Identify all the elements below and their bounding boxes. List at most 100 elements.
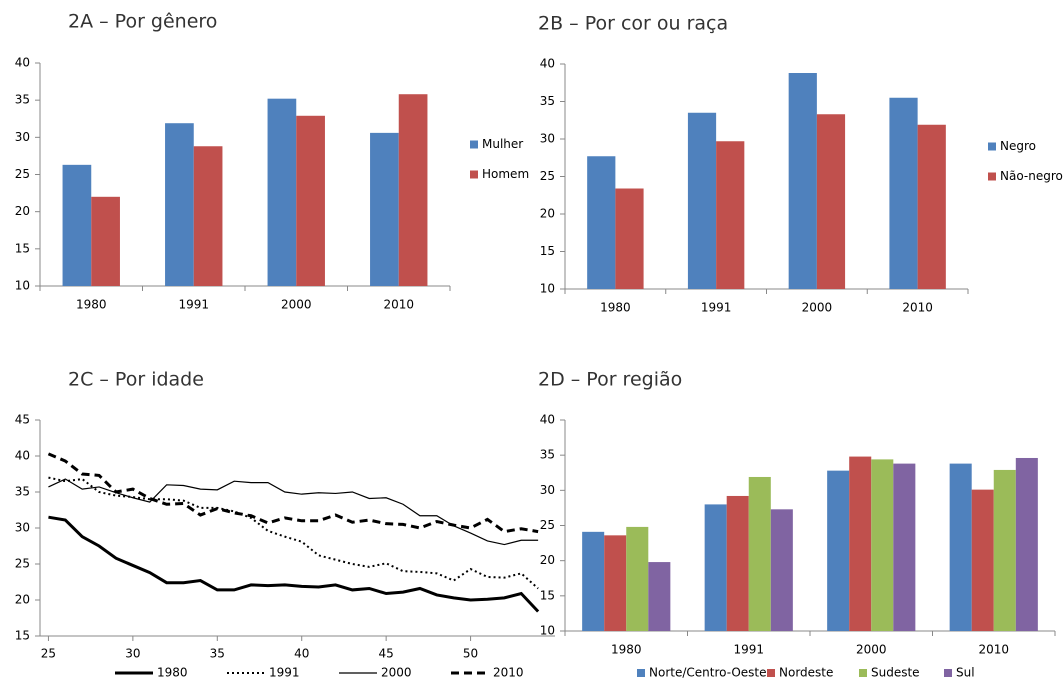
y-tick-label: 20 <box>15 204 30 218</box>
y-tick-label: 15 <box>540 244 555 258</box>
y-tick-label: 30 <box>540 483 555 497</box>
y-tick-label: 40 <box>540 57 555 71</box>
y-tick-label: 10 <box>540 282 555 296</box>
x-tick-label: 2000 <box>802 301 833 315</box>
legend-swatch <box>988 142 996 151</box>
x-tick-label: 2000 <box>856 643 887 657</box>
x-tick-label: 50 <box>463 647 478 661</box>
x-tick-label: 2010 <box>902 301 933 315</box>
y-tick-label: 15 <box>15 629 30 643</box>
legend-label: Sul <box>956 666 975 680</box>
x-tick-label: 1991 <box>701 301 732 315</box>
bar <box>370 132 399 286</box>
y-tick-label: 25 <box>15 557 30 571</box>
line-series <box>48 515 540 613</box>
legend-label: Negro <box>1000 139 1036 153</box>
chart-title: 2D – Por região <box>538 369 682 391</box>
bar <box>398 94 428 286</box>
bar <box>871 459 894 631</box>
legend-label: 2000 <box>381 666 412 680</box>
bar <box>726 495 749 631</box>
line-series <box>48 478 539 546</box>
x-tick-label: 30 <box>125 647 140 661</box>
bar <box>648 562 671 631</box>
y-tick-label: 35 <box>15 485 30 499</box>
y-tick-label: 40 <box>15 449 30 463</box>
y-tick-label: 20 <box>540 207 555 221</box>
bar <box>788 73 817 289</box>
x-tick-label: 35 <box>210 647 225 661</box>
legend-label: 1991 <box>269 666 300 680</box>
bar <box>615 188 644 289</box>
y-tick-label: 25 <box>15 167 30 181</box>
bar <box>62 164 92 286</box>
y-tick-label: 30 <box>15 521 30 535</box>
legend-label: Nordeste <box>779 666 833 680</box>
bar <box>193 146 223 286</box>
y-tick-label: 20 <box>15 593 30 607</box>
legend-swatch <box>859 669 867 677</box>
chart-title: 2B – Por cor ou raça <box>538 13 728 35</box>
bar <box>893 463 916 631</box>
legend-swatch <box>988 172 996 181</box>
legend-label: Sudeste <box>871 666 920 680</box>
bar <box>587 156 616 289</box>
x-tick-label: 40 <box>294 647 309 661</box>
bar <box>704 504 727 631</box>
x-tick-label: 1980 <box>600 301 631 315</box>
y-tick-label: 40 <box>540 413 555 427</box>
bar <box>770 509 793 631</box>
y-tick-label: 10 <box>540 624 555 638</box>
bar <box>849 456 872 631</box>
bar <box>626 526 649 631</box>
x-tick-label: 1991 <box>733 643 764 657</box>
bar <box>889 97 918 289</box>
y-tick-label: 25 <box>540 169 555 183</box>
y-tick-label: 15 <box>15 241 30 255</box>
chart-title: 2A – Por gênero <box>68 11 217 33</box>
x-tick-label: 2000 <box>281 298 312 312</box>
x-tick-label: 1980 <box>611 643 642 657</box>
x-tick-label: 2010 <box>978 643 1009 657</box>
y-tick-label: 10 <box>15 279 30 293</box>
line-series <box>47 452 539 534</box>
bar <box>917 124 946 289</box>
y-tick-label: 35 <box>15 93 30 107</box>
bar <box>816 114 846 289</box>
legend-swatch <box>470 170 478 179</box>
y-tick-label: 20 <box>540 553 555 567</box>
bar <box>296 115 325 286</box>
legend-label: Homem <box>482 167 529 181</box>
y-tick-label: 15 <box>540 588 555 602</box>
chart-title: 2C – Por idade <box>68 369 204 391</box>
x-tick-label: 25 <box>41 647 56 661</box>
x-tick-label: 45 <box>379 647 394 661</box>
legend-label: Não-negro <box>1000 169 1063 183</box>
bar <box>267 98 297 287</box>
y-tick-label: 25 <box>540 518 555 532</box>
legend-label: Norte/Centro-Oeste <box>649 666 767 680</box>
x-tick-label: 2010 <box>383 298 414 312</box>
legend-label: Mulher <box>482 137 523 151</box>
x-tick-label: 1991 <box>178 298 209 312</box>
legend-label: 1980 <box>157 666 188 680</box>
legend-swatch <box>944 669 952 677</box>
y-tick-label: 35 <box>540 94 555 108</box>
bar <box>604 535 627 631</box>
y-tick-label: 30 <box>540 132 555 146</box>
bar <box>971 489 994 631</box>
y-tick-label: 45 <box>15 413 30 427</box>
bar <box>993 469 1016 631</box>
bar <box>748 476 771 631</box>
bar <box>687 112 717 289</box>
y-tick-label: 30 <box>15 130 30 144</box>
bar <box>949 463 972 631</box>
legend-swatch <box>637 669 645 677</box>
bar <box>1015 457 1038 631</box>
legend-swatch <box>767 669 775 677</box>
bar <box>716 141 745 289</box>
bar <box>827 470 850 631</box>
bar <box>165 123 194 287</box>
x-tick-label: 1980 <box>76 298 107 312</box>
